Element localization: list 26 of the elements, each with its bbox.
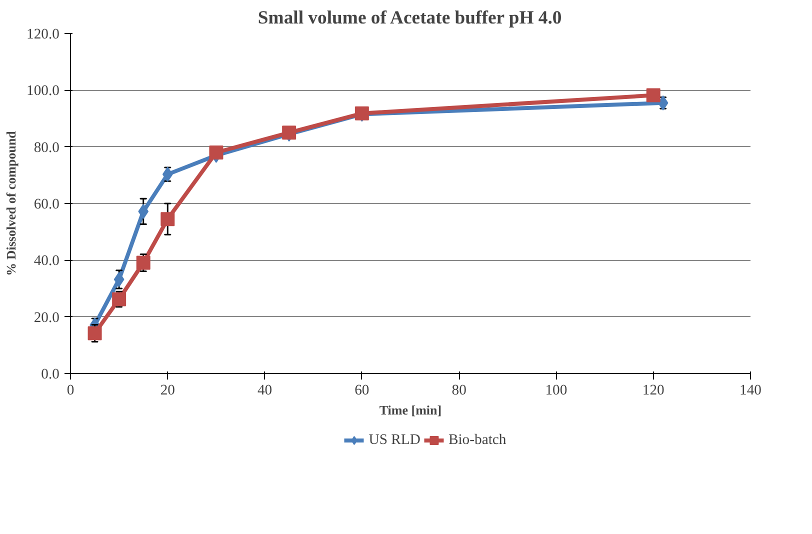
point [160,212,175,226]
point [646,88,660,102]
x-tick-label: 60 [354,382,370,398]
point [136,256,150,270]
x-tick-label: 100 [545,382,568,398]
legend-label: Bio-batch [448,432,506,448]
y-tick-label: 120.0 [26,26,60,42]
point [138,204,149,219]
x-tick-label: 140 [740,382,762,398]
y-tick-label: 0.0 [41,366,60,382]
x-tick-label: 20 [160,382,175,398]
y-axis-title: % Dissolved of compound [4,130,19,276]
x-tick-label: 120 [642,382,664,398]
y-tick-label: 40.0 [34,253,60,270]
point [209,146,224,160]
y-tick-label: 20.0 [34,310,60,326]
y-tick-label: 80.0 [34,140,60,156]
x-axis-title: Time [min] [379,402,442,418]
legend-label: US RLD [368,432,420,448]
point [88,326,102,340]
chart-title: Small volume of Acetate buffer pH 4.0 [258,8,562,28]
y-tick-label: 60.0 [34,196,60,212]
y-tick-label: 100.0 [26,83,60,100]
x-tick-label: 0 [66,382,74,398]
x-tick-label: 80 [452,382,466,398]
x-tick-label: 40 [257,382,272,398]
